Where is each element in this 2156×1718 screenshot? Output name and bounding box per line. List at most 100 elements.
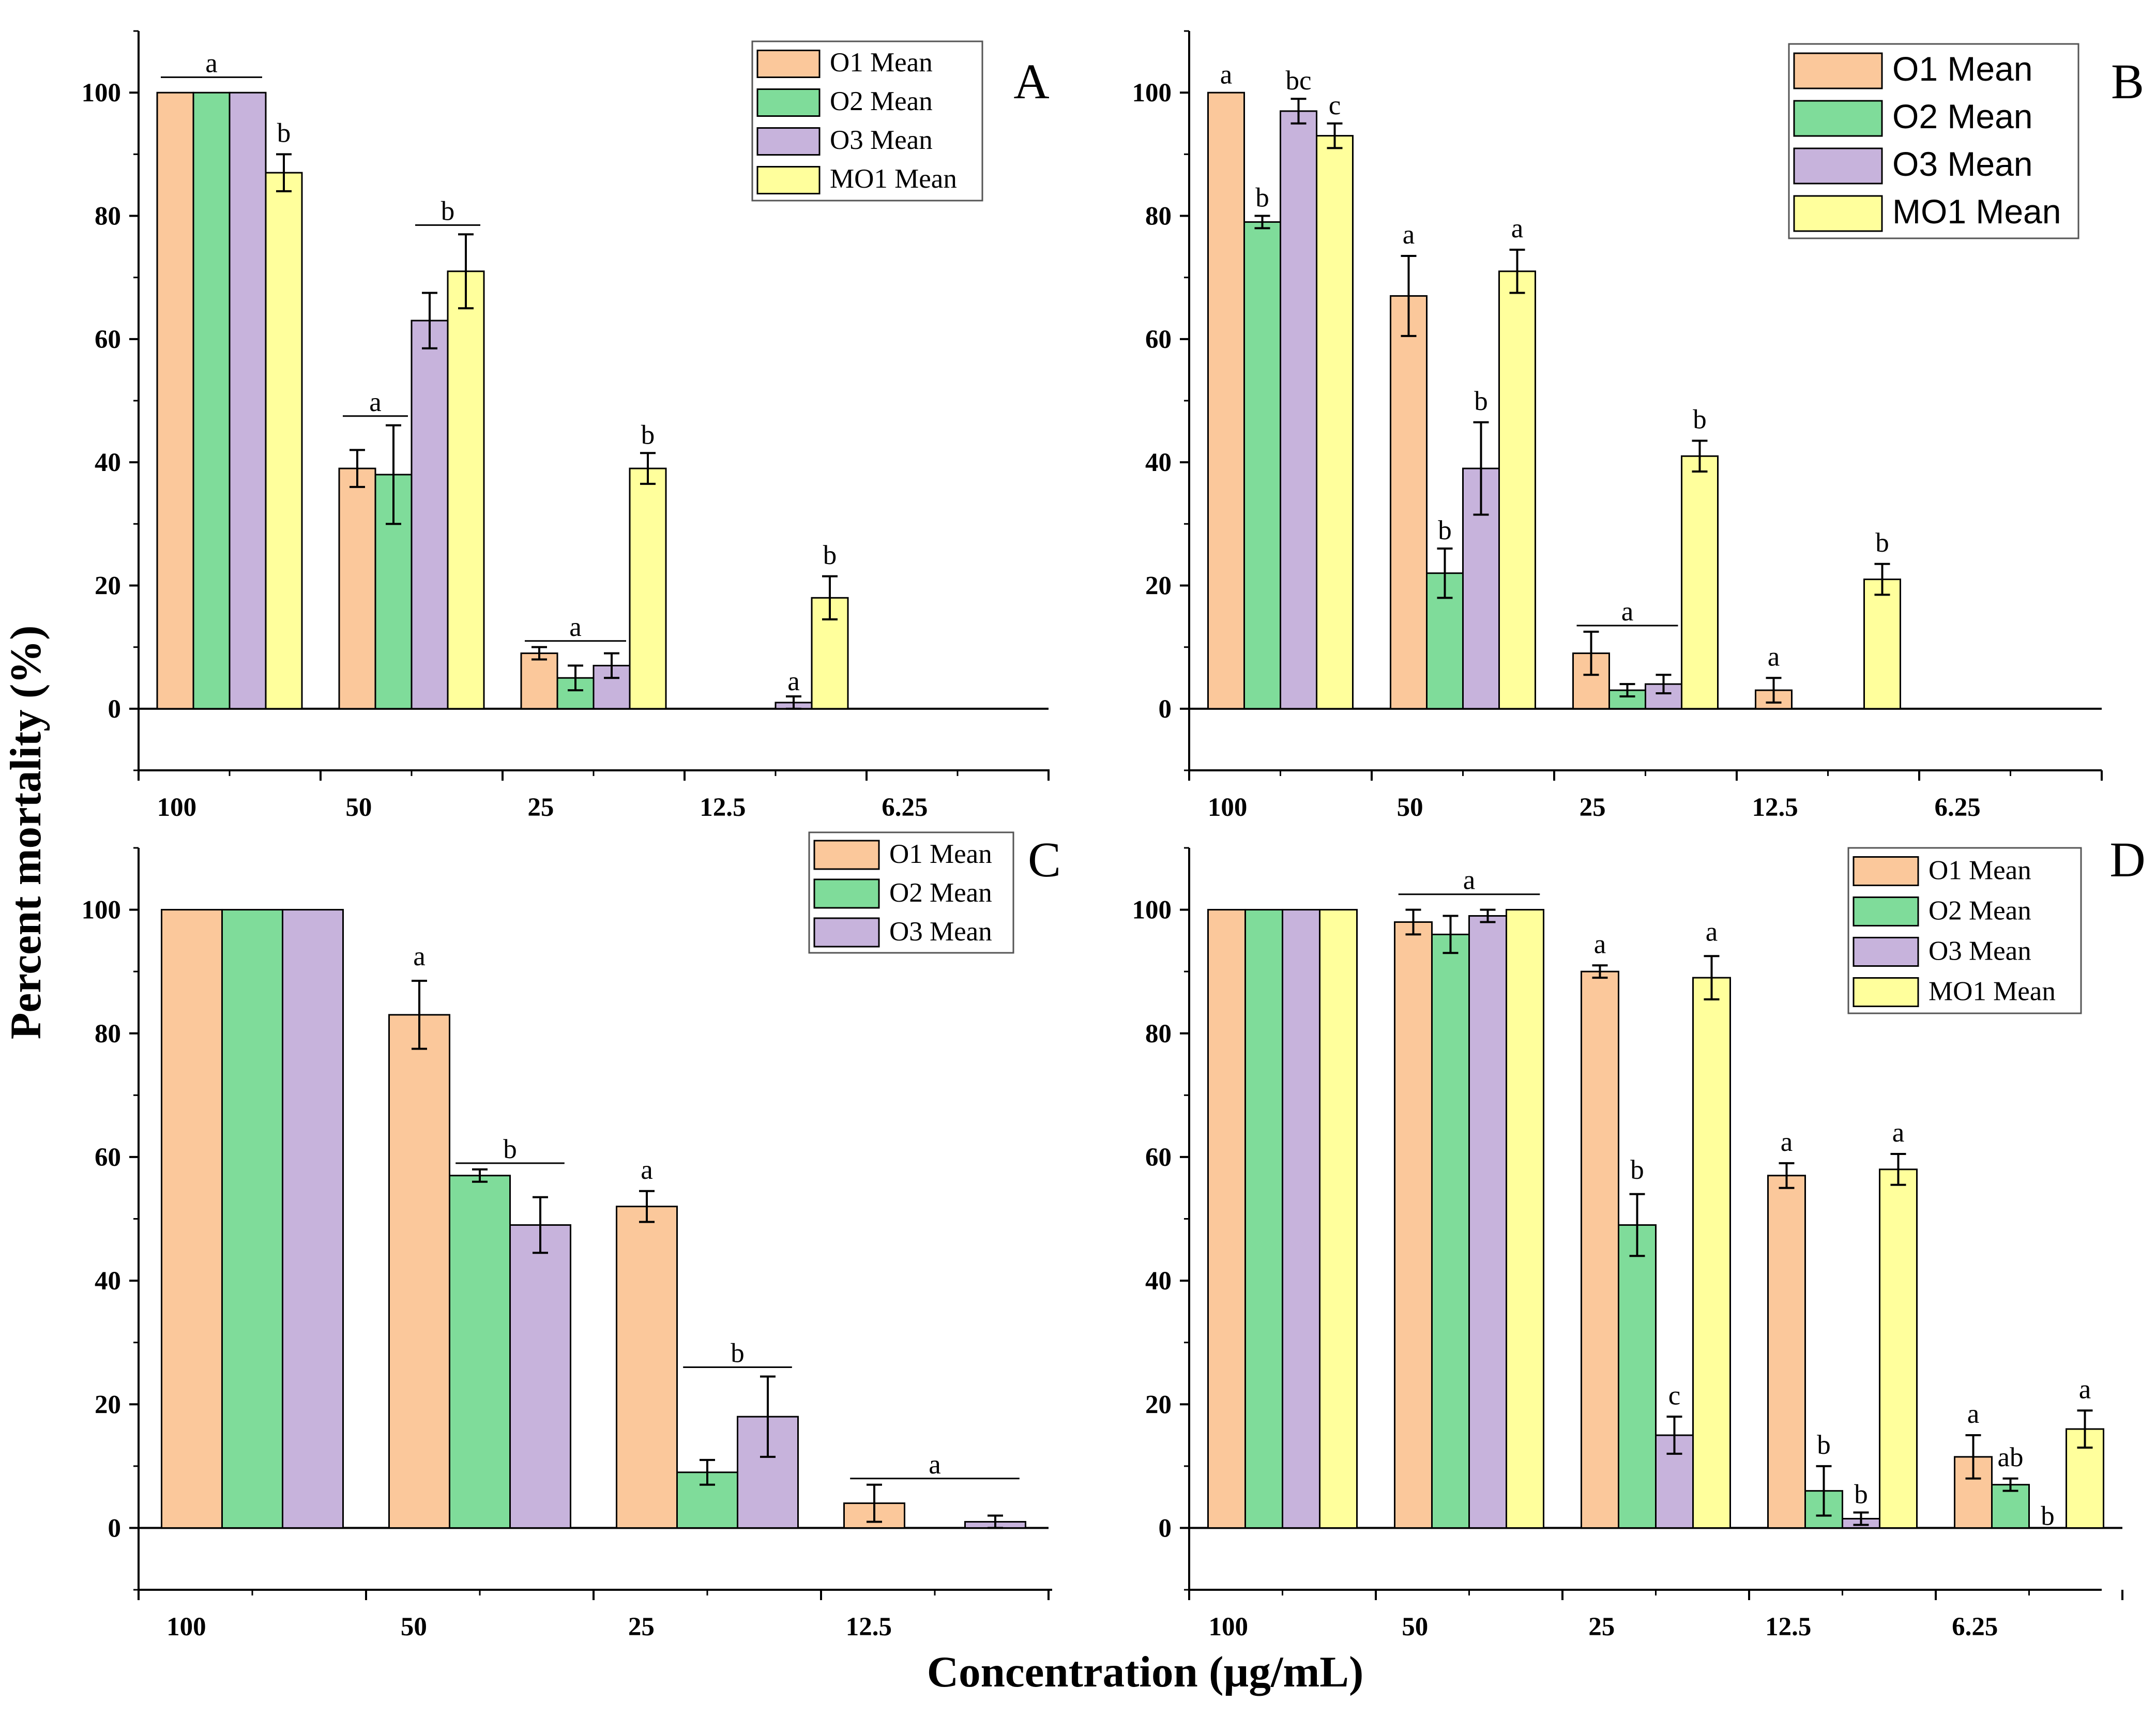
x-tick-label: 50 bbox=[1397, 793, 1423, 822]
x-tick-label: 25 bbox=[527, 793, 554, 822]
bar-o3 bbox=[282, 909, 344, 1529]
significance-letter: a bbox=[1706, 917, 1718, 947]
significance-letter: a bbox=[1781, 1127, 1793, 1157]
bar-mo1 bbox=[1692, 977, 1731, 1529]
legend-label: O1 Mean bbox=[889, 839, 992, 869]
bar-o1 bbox=[1207, 909, 1246, 1529]
bar-o1 bbox=[616, 1206, 678, 1529]
bar-o3 bbox=[1280, 110, 1317, 710]
significance-letter: b bbox=[1854, 1480, 1868, 1510]
bar-o1 bbox=[388, 1014, 450, 1529]
x-tick-label: 25 bbox=[628, 1613, 655, 1641]
significance-letter: a bbox=[1463, 865, 1476, 895]
bar-mo1 bbox=[1681, 455, 1719, 710]
x-tick-label: 100 bbox=[1208, 793, 1248, 822]
bar-o2 bbox=[192, 92, 231, 710]
significance-letter: a bbox=[1967, 1399, 1980, 1429]
significance-letter: a bbox=[929, 1450, 941, 1480]
x-tick-label: 12.5 bbox=[700, 793, 746, 822]
legend-swatch-o2 bbox=[1793, 100, 1883, 137]
significance-letter: b bbox=[1875, 528, 1889, 558]
significance-letter: b bbox=[503, 1134, 517, 1164]
significance-letter: a bbox=[1220, 59, 1233, 89]
bar-o2 bbox=[556, 677, 595, 710]
legend-swatch-mo1 bbox=[1793, 195, 1883, 232]
significance-letter: b bbox=[1693, 405, 1707, 435]
legend-swatch-o2 bbox=[1853, 896, 1919, 926]
x-tick-label: 50 bbox=[1402, 1613, 1428, 1641]
legend-label: O3 Mean bbox=[830, 125, 933, 155]
bar-o3 bbox=[509, 1224, 571, 1529]
significance-letter: c bbox=[1329, 90, 1341, 120]
significance-letter: a bbox=[205, 48, 218, 78]
bar-o3 bbox=[1468, 915, 1507, 1529]
y-tick-label: 100 bbox=[82, 79, 122, 108]
significance-letter: b bbox=[277, 118, 291, 148]
bar-mo1 bbox=[1863, 579, 1901, 710]
y-tick-label: 60 bbox=[95, 325, 121, 354]
bar-o2 bbox=[1243, 221, 1281, 710]
x-tick-label: 12.5 bbox=[1752, 793, 1798, 822]
significance-letter: c bbox=[1668, 1380, 1681, 1410]
y-tick-label: 100 bbox=[82, 896, 122, 925]
bar-o2 bbox=[1618, 1224, 1657, 1529]
legend-swatch-o2 bbox=[756, 88, 821, 117]
legend-label: MO1 Mean bbox=[1929, 976, 2056, 1006]
legend-label: O3 Mean bbox=[1892, 145, 2032, 183]
legend-swatch-o1 bbox=[1853, 856, 1919, 886]
y-tick-label: 0 bbox=[1159, 695, 1172, 724]
significance-letter: a bbox=[1768, 642, 1780, 672]
legend-swatch-o3 bbox=[1853, 937, 1919, 967]
significance-letter: b bbox=[1438, 515, 1452, 545]
legend-label: O2 Mean bbox=[1929, 895, 2031, 925]
panel-a: 0 20 40 60 80 100 100 50 25 12.5 6.25 a b a b a b a b O1 Me… bbox=[82, 30, 1050, 822]
bar-o2 bbox=[449, 1175, 511, 1529]
bar-o2 bbox=[1244, 909, 1283, 1529]
significance-letter: ab bbox=[1997, 1442, 2023, 1472]
significance-letter: a bbox=[1511, 214, 1524, 244]
legend-label: MO1 Mean bbox=[830, 164, 957, 194]
y-tick-label: 100 bbox=[1132, 896, 1172, 925]
legend-label: O3 Mean bbox=[889, 917, 992, 947]
bar-o1 bbox=[338, 467, 376, 710]
significance-letter: b bbox=[2041, 1501, 2055, 1531]
y-tick-label: 80 bbox=[95, 1020, 121, 1048]
y-tick-label: 0 bbox=[1159, 1514, 1172, 1543]
bar-o2 bbox=[1431, 933, 1470, 1529]
significance-letter: b bbox=[441, 196, 455, 226]
legend-swatch-o3 bbox=[756, 127, 821, 156]
y-tick-label: 40 bbox=[1145, 1267, 1172, 1296]
x-tick-label: 25 bbox=[1588, 1613, 1615, 1641]
legend-label: O1 Mean bbox=[1892, 50, 2032, 88]
bar-o1 bbox=[1394, 921, 1433, 1529]
y-tick-label: 80 bbox=[1145, 202, 1172, 231]
panel-label: D bbox=[2109, 832, 2145, 887]
x-tick-label: 100 bbox=[1209, 1613, 1249, 1641]
bar-o2 bbox=[221, 909, 283, 1529]
legend-label: O2 Mean bbox=[830, 86, 933, 116]
bar-mo1 bbox=[1879, 1168, 1918, 1529]
x-tick-label: 12.5 bbox=[846, 1613, 892, 1641]
x-tick-label: 6.25 bbox=[1935, 793, 1981, 822]
legend-label: O1 Mean bbox=[1929, 855, 2031, 885]
x-tick-label: 100 bbox=[157, 793, 197, 822]
legend-swatch-o1 bbox=[813, 840, 880, 870]
bar-mo1 bbox=[629, 467, 667, 710]
panel-b: 0 20 40 60 80 100 100 50 25 12.5 6.25 a b bcc a b b a a b a b… bbox=[1132, 30, 2144, 822]
significance-letter: bc bbox=[1285, 66, 1311, 96]
y-tick-label: 0 bbox=[108, 695, 122, 724]
bar-o1 bbox=[1207, 92, 1245, 710]
significance-letter: a bbox=[2079, 1374, 2091, 1404]
significance-letter: a bbox=[1403, 220, 1415, 250]
bar-o3 bbox=[1655, 1434, 1694, 1529]
significance-letter: a bbox=[641, 1155, 653, 1185]
bar-mo1 bbox=[1319, 909, 1358, 1529]
y-tick-label: 80 bbox=[1145, 1020, 1172, 1048]
y-tick-label: 20 bbox=[95, 572, 121, 601]
legend-swatch-mo1 bbox=[1853, 977, 1919, 1007]
x-tick-label: 6.25 bbox=[882, 793, 928, 822]
bar-o1 bbox=[520, 652, 558, 710]
y-tick-label: 0 bbox=[108, 1514, 122, 1543]
x-tick-label: 50 bbox=[401, 1613, 427, 1641]
